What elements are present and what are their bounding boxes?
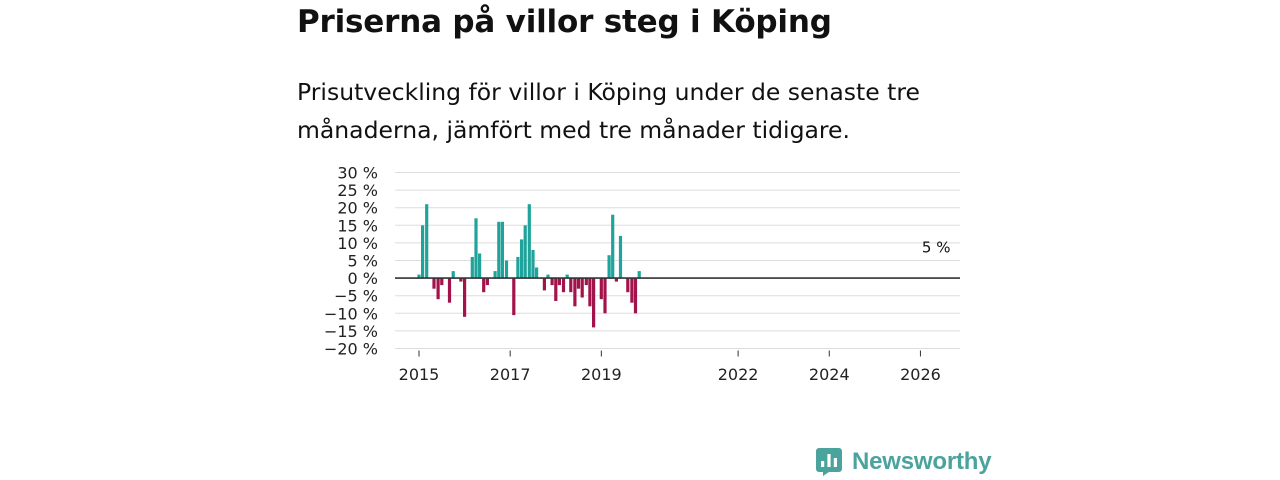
bar [440,278,444,286]
bar [474,218,478,279]
bar [630,278,634,303]
bar [463,278,467,317]
x-tick-label: 2015 [399,365,440,384]
bar [447,278,452,303]
bar [535,267,539,279]
bar [478,253,482,279]
bar [554,278,558,301]
chart-title: Priserna på villor steg i Köping [297,4,832,40]
bar [584,278,588,286]
bar [485,278,489,286]
bar [527,204,531,279]
bar [516,257,520,279]
bar [607,255,611,279]
bar [565,274,569,279]
y-tick-label: 30 % [337,164,378,183]
bar [417,274,421,279]
bar [580,278,584,298]
bar [611,214,615,279]
bar [523,225,527,279]
bar [425,204,429,279]
bar [614,278,618,282]
bar [626,278,630,293]
bar [557,278,561,286]
bar [561,278,566,293]
bar [459,278,463,282]
gridlines [395,172,960,349]
bar [432,278,436,289]
bar [436,278,440,300]
bar [421,225,425,279]
bar [520,239,524,279]
newsworthy-logo-icon [816,448,842,476]
y-tick-label: −5 % [334,287,378,306]
bar [633,278,638,314]
brand-name: Newsworthy [852,448,992,475]
y-tick-label: 25 % [337,181,378,200]
bar [497,221,501,279]
bar [573,278,577,307]
bar [470,257,474,279]
x-tick-label: 2024 [809,365,850,384]
bar [569,278,573,293]
chart-subtitle: Prisutveckling för villor i Köping under… [297,78,921,144]
bar [592,278,596,328]
x-tick-label: 2019 [581,365,622,384]
bar [637,271,641,279]
x-tick-label: 2017 [490,365,531,384]
y-tick-label: −20 % [324,340,378,359]
bar [482,278,486,293]
bar [576,278,581,289]
y-tick-label: 20 % [337,199,378,218]
brand-logo: Newsworthy [816,446,992,478]
bar [493,271,497,279]
y-axis-labels: 30 %25 %20 %15 %10 %5 %0 %−5 %−10 %−15 %… [324,164,378,359]
y-tick-label: −15 % [324,322,378,341]
bar [500,221,504,279]
bar [550,278,554,286]
bar [588,278,592,307]
bar [599,278,603,300]
bar [504,260,509,279]
y-tick-label: 15 % [337,216,378,235]
bar [512,278,516,316]
bar [531,249,535,279]
bars [417,204,641,328]
bar [603,278,607,314]
bar-chart: 30 %25 %20 %15 %10 %5 %0 %−5 %−10 %−15 %… [324,164,960,384]
y-tick-label: 0 % [348,269,378,288]
y-tick-label: −10 % [324,304,378,323]
y-tick-label: 10 % [337,234,378,253]
x-axis: 2015 2017 2019 2022 2024 2026 [399,350,941,384]
x-tick-label: 2022 [718,365,759,384]
y-tick-label: 5 % [348,252,378,271]
bar [542,278,546,291]
bar [618,235,623,279]
x-tick-label: 2026 [900,365,941,384]
latest-value-label: 5 % [922,239,951,257]
bar [451,271,455,279]
bar [546,274,550,279]
